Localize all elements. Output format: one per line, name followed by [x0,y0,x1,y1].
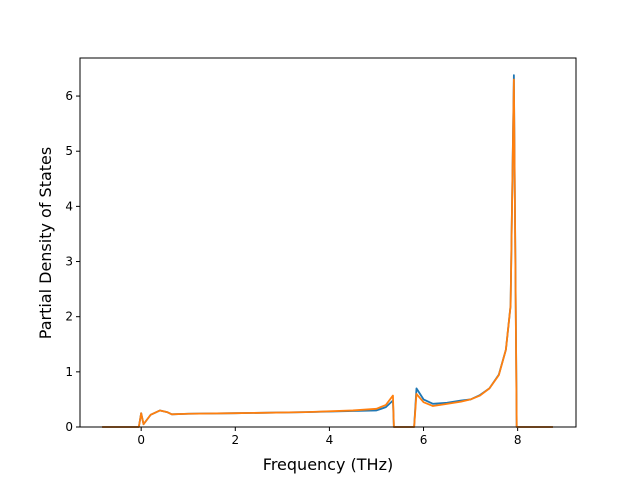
x-tick-label: 0 [137,433,145,447]
plot-frame [79,57,577,428]
x-tick-label: 8 [514,433,522,447]
x-tick-label: 2 [231,433,239,447]
y-tick-label: 3 [65,255,73,269]
y-axis-label: Partial Density of States [36,147,55,339]
x-tick-label: 4 [326,433,334,447]
y-tick-label: 6 [65,89,73,103]
series-line [102,74,553,428]
y-tick-label: 1 [65,365,73,379]
y-tick-label: 2 [65,310,73,324]
y-tick-label: 5 [65,144,73,158]
x-tick-label: 6 [420,433,428,447]
series-line [102,78,553,428]
x-axis-label: Frequency (THz) [263,455,393,474]
y-tick-label: 4 [65,199,73,213]
y-tick-label: 0 [65,420,73,434]
